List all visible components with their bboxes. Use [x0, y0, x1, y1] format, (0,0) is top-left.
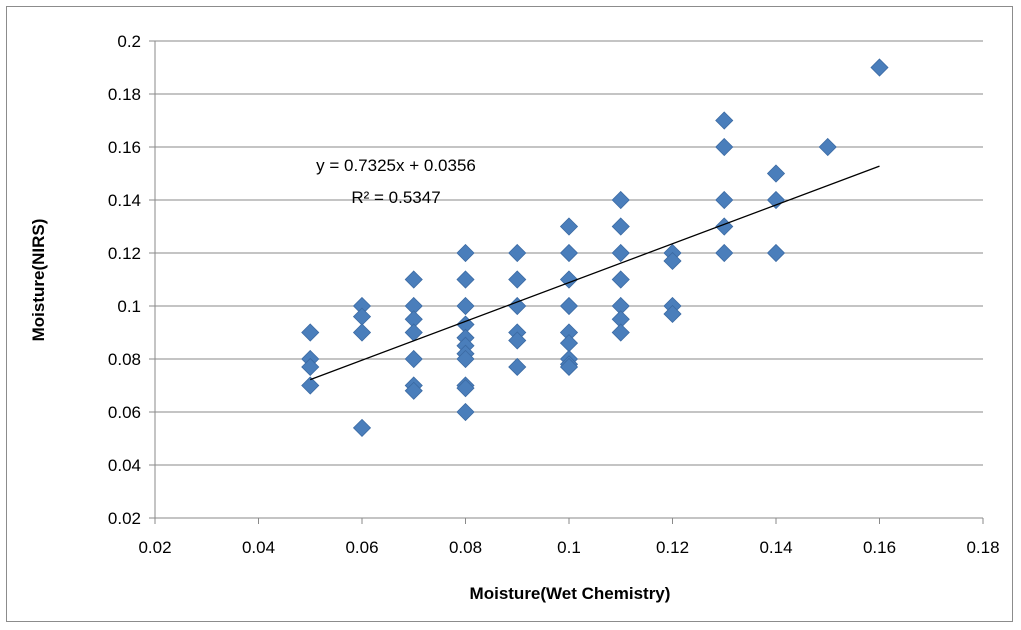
y-tick-label: 0.04	[108, 456, 141, 475]
data-point-diamond	[352, 418, 372, 437]
y-tick-label: 0.06	[108, 403, 141, 422]
data-point-diamond	[456, 296, 475, 316]
data-point-diamond	[611, 217, 630, 236]
trendline	[310, 165, 880, 381]
y-tick-label: 0.16	[108, 138, 141, 157]
data-point-diamond	[508, 296, 527, 316]
x-tick-label: 0.08	[449, 538, 482, 557]
data-point-diamond	[301, 357, 320, 377]
data-point-diamond	[456, 379, 475, 398]
data-point-diamond	[611, 190, 630, 210]
x-tick-label: 0.12	[656, 538, 689, 557]
x-tick-label: 0.18	[966, 538, 999, 557]
data-point-diamond	[766, 190, 786, 210]
axes	[149, 40, 984, 524]
data-point-diamond	[715, 137, 734, 157]
data-point-diamond	[352, 323, 372, 342]
data-point-diamond	[715, 190, 734, 210]
y-tick-label: 0.12	[108, 244, 141, 263]
y-tick-label: 0.1	[117, 297, 141, 316]
data-point-diamond	[508, 243, 527, 263]
data-point-diamond	[766, 164, 786, 183]
data-point-diamond	[508, 331, 527, 350]
data-points	[301, 58, 889, 437]
data-point-diamond	[559, 296, 579, 316]
data-point-diamond	[301, 376, 320, 395]
data-point-diamond	[766, 243, 786, 263]
data-point-diamond	[456, 402, 475, 422]
data-point-diamond	[404, 381, 423, 400]
x-tick-label: 0.02	[138, 538, 171, 557]
gridlines	[155, 40, 983, 466]
tick-labels: 0.02 0.04 0.06 0.08 0.1 0.12 0.14 0.16 0.18 0.2 0.…	[108, 32, 1000, 557]
data-point-diamond	[456, 270, 475, 289]
data-point-diamond	[404, 349, 423, 369]
data-point-diamond	[663, 304, 682, 324]
data-point-diamond	[301, 323, 320, 342]
trendline-equation: y = 0.7325x + 0.0356	[316, 156, 476, 175]
x-axis-title: Moisture(Wet Chemistry)	[470, 584, 671, 603]
data-point-diamond	[663, 251, 682, 271]
data-point-diamond	[352, 307, 372, 326]
y-tick-label: 0.08	[108, 350, 141, 369]
y-tick-label: 0.14	[108, 191, 141, 210]
x-tick-label: 0.16	[863, 538, 896, 557]
data-point-diamond	[456, 349, 475, 369]
data-point-diamond	[818, 137, 837, 157]
data-point-diamond	[404, 270, 423, 289]
x-tick-label: 0.14	[759, 538, 792, 557]
data-point-diamond	[715, 243, 734, 263]
y-tick-label: 0.02	[108, 509, 141, 528]
y-tick-label: 0.18	[108, 85, 141, 104]
x-tick-label: 0.1	[557, 538, 581, 557]
data-point-diamond	[611, 323, 630, 342]
trendline-r-squared: R² = 0.5347	[351, 188, 440, 207]
data-point-diamond	[715, 111, 734, 130]
x-tick-label: 0.04	[242, 538, 275, 557]
x-tick-label: 0.06	[345, 538, 378, 557]
y-axis-title: Moisture(NIRS)	[29, 219, 48, 342]
data-point-diamond	[559, 334, 579, 353]
chart-frame	[6, 6, 1013, 622]
data-point-diamond	[611, 243, 630, 263]
data-point-diamond	[559, 217, 579, 236]
data-point-diamond	[456, 243, 475, 263]
y-tick-label: 0.2	[117, 32, 141, 51]
data-point-diamond	[508, 270, 527, 289]
trendline-group	[310, 165, 880, 381]
data-point-diamond	[508, 357, 527, 377]
data-point-diamond	[870, 58, 889, 77]
data-point-diamond	[559, 357, 579, 377]
data-point-diamond	[611, 270, 630, 289]
data-point-diamond	[559, 243, 579, 263]
